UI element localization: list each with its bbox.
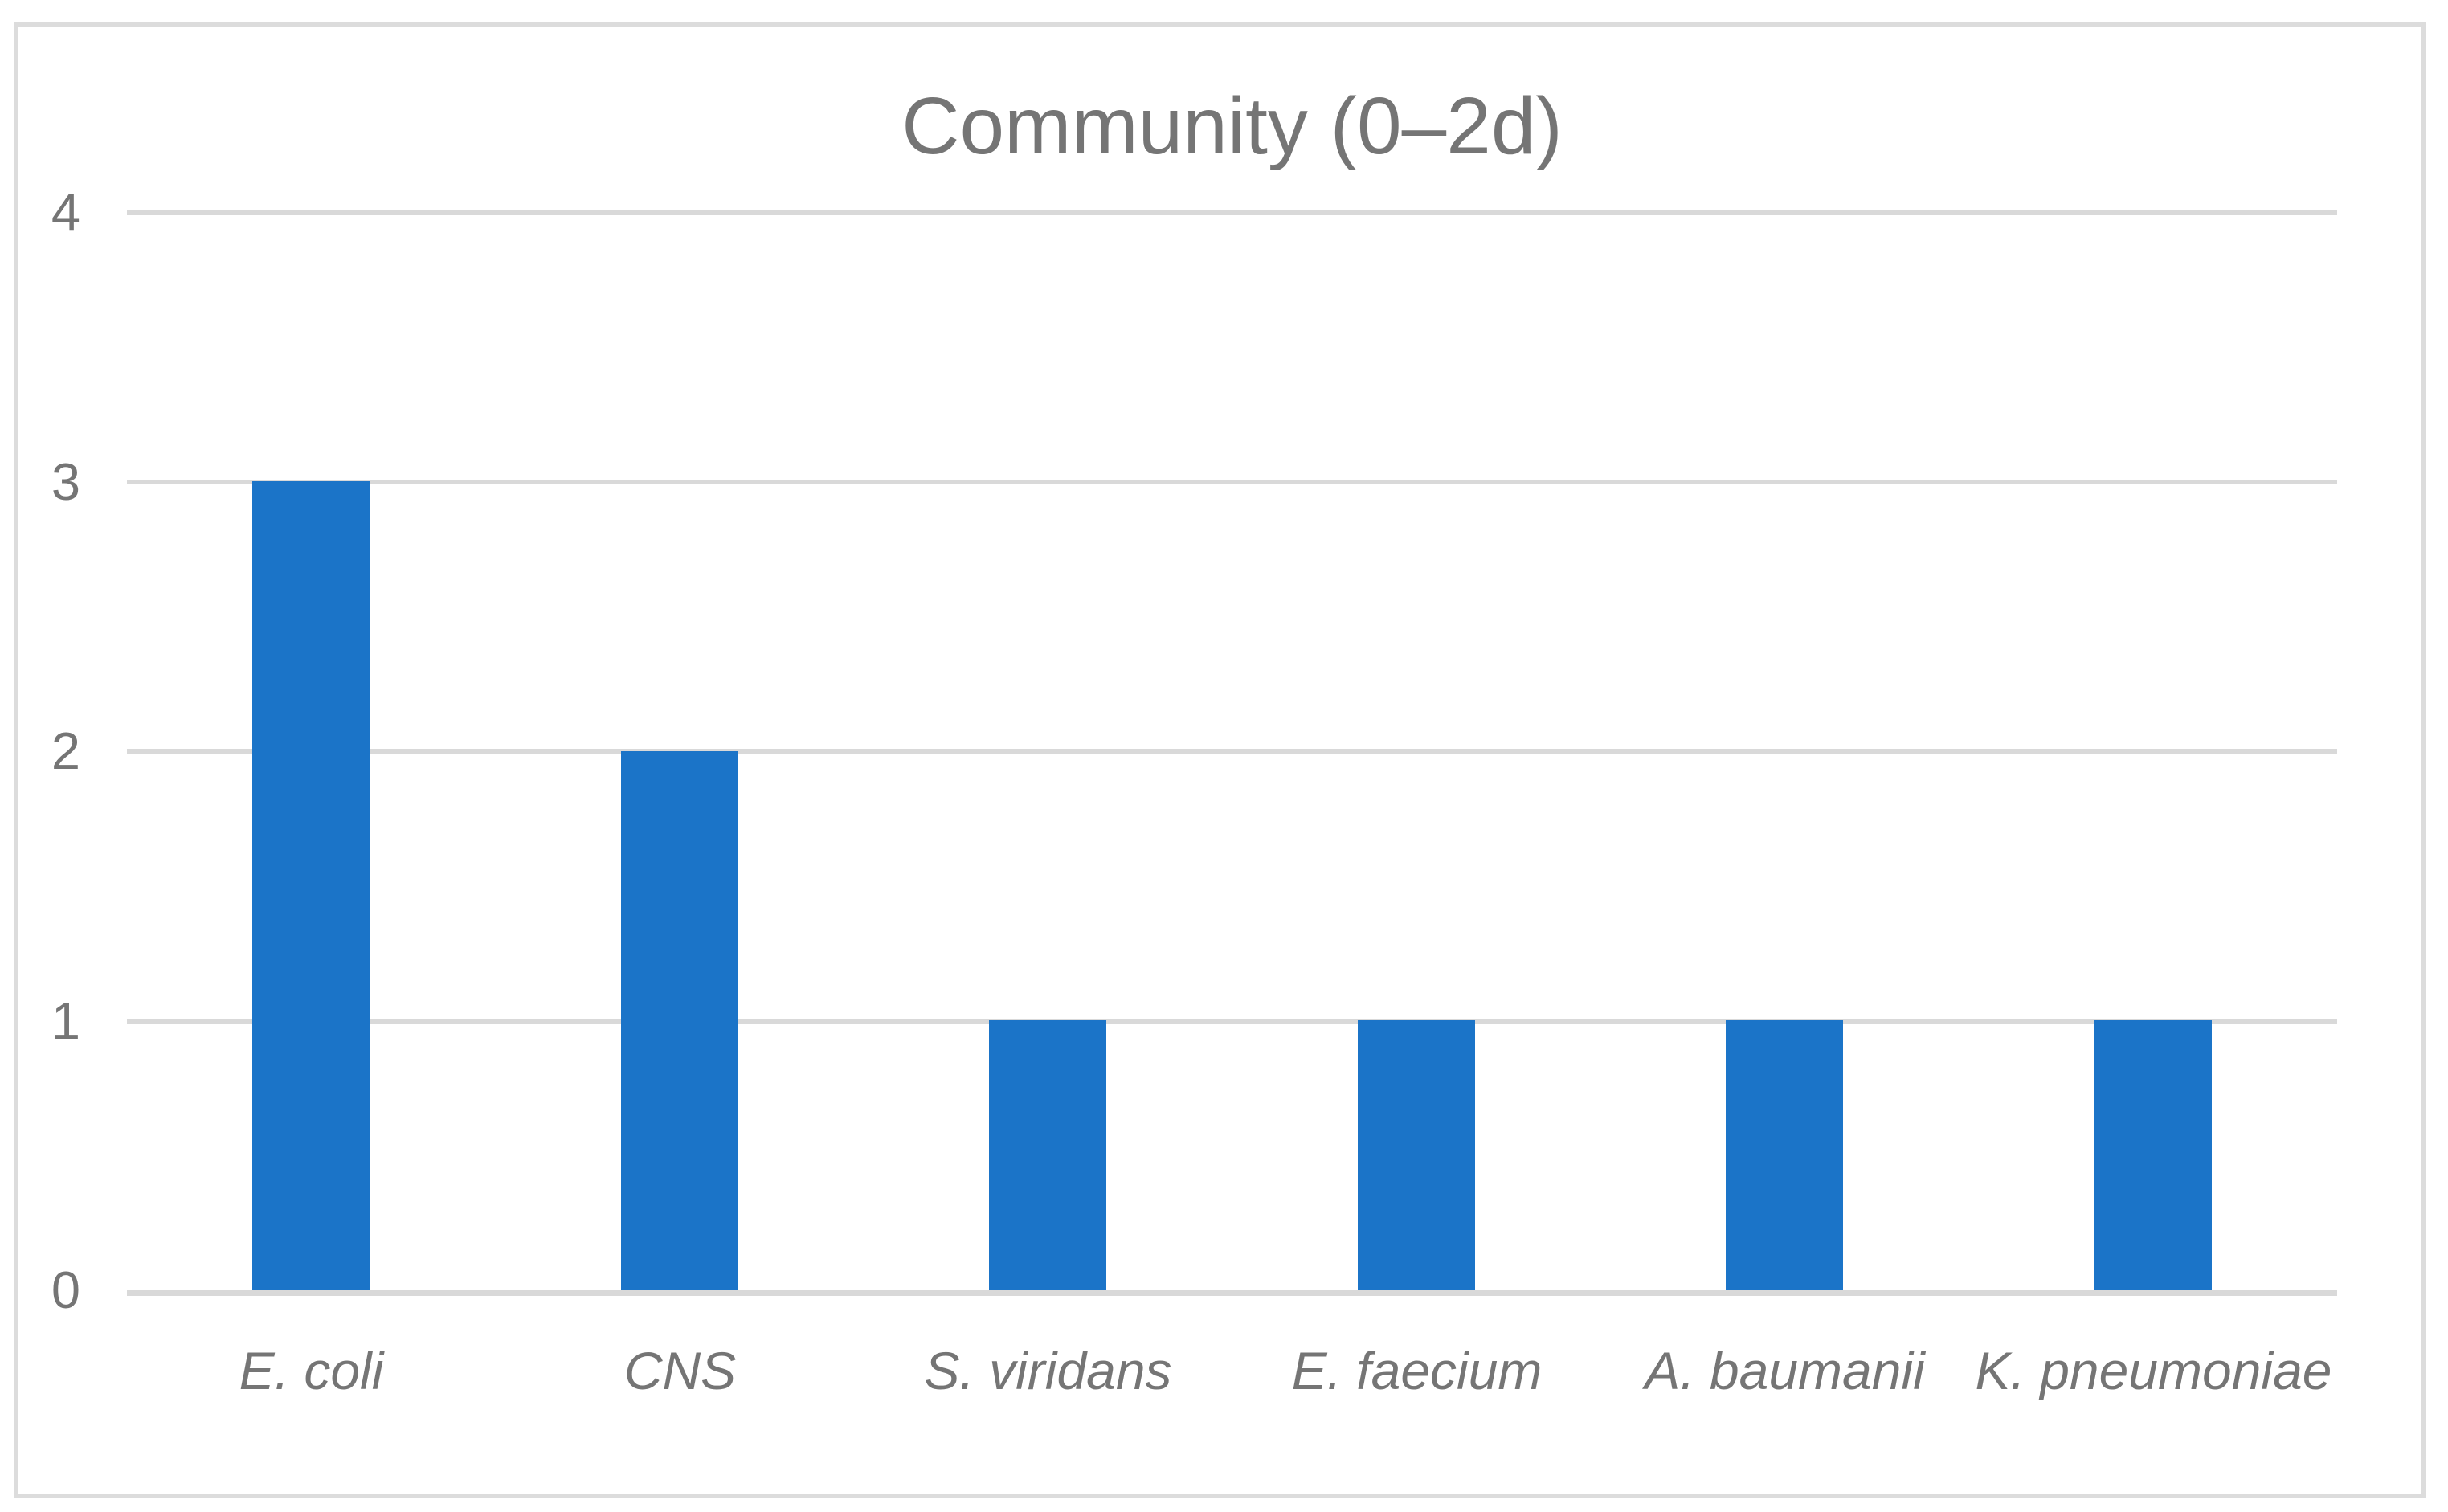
gridline-y3	[127, 480, 2337, 484]
x-axis-category-label-1: E. coli	[239, 1341, 384, 1400]
x-axis-category-label-4: E. faecium	[1291, 1341, 1543, 1400]
gridline-y4	[127, 210, 2337, 215]
gridline-y1	[127, 1019, 2337, 1024]
bar-a-baumanii	[1726, 1020, 1843, 1290]
bar-k-pneumoniae	[2094, 1020, 2212, 1290]
y-axis-tick-label-2: 2	[51, 721, 80, 780]
y-axis-tick-label-4: 4	[51, 182, 80, 241]
y-axis-tick-label-0: 0	[51, 1261, 80, 1319]
bar-e-faecium	[1358, 1020, 1475, 1290]
chart-border	[14, 22, 2426, 1498]
bar-cns	[621, 751, 738, 1290]
x-axis-baseline	[127, 1290, 2337, 1296]
chart-title: Community (0–2d)	[901, 81, 1563, 171]
x-axis-category-label-5: A. baumanii	[1645, 1341, 1925, 1400]
bar-s-viridans	[989, 1020, 1106, 1290]
y-axis-tick-label-3: 3	[51, 452, 80, 511]
y-axis-tick-label-1: 1	[51, 991, 80, 1050]
x-axis-category-label-3: S. viridans	[924, 1341, 1172, 1400]
x-axis-category-label-2: CNS	[623, 1341, 737, 1400]
gridline-y2	[127, 749, 2337, 754]
x-axis-category-label-6: K. pneumoniae	[1975, 1341, 2332, 1400]
bar-e-coli	[252, 481, 370, 1290]
